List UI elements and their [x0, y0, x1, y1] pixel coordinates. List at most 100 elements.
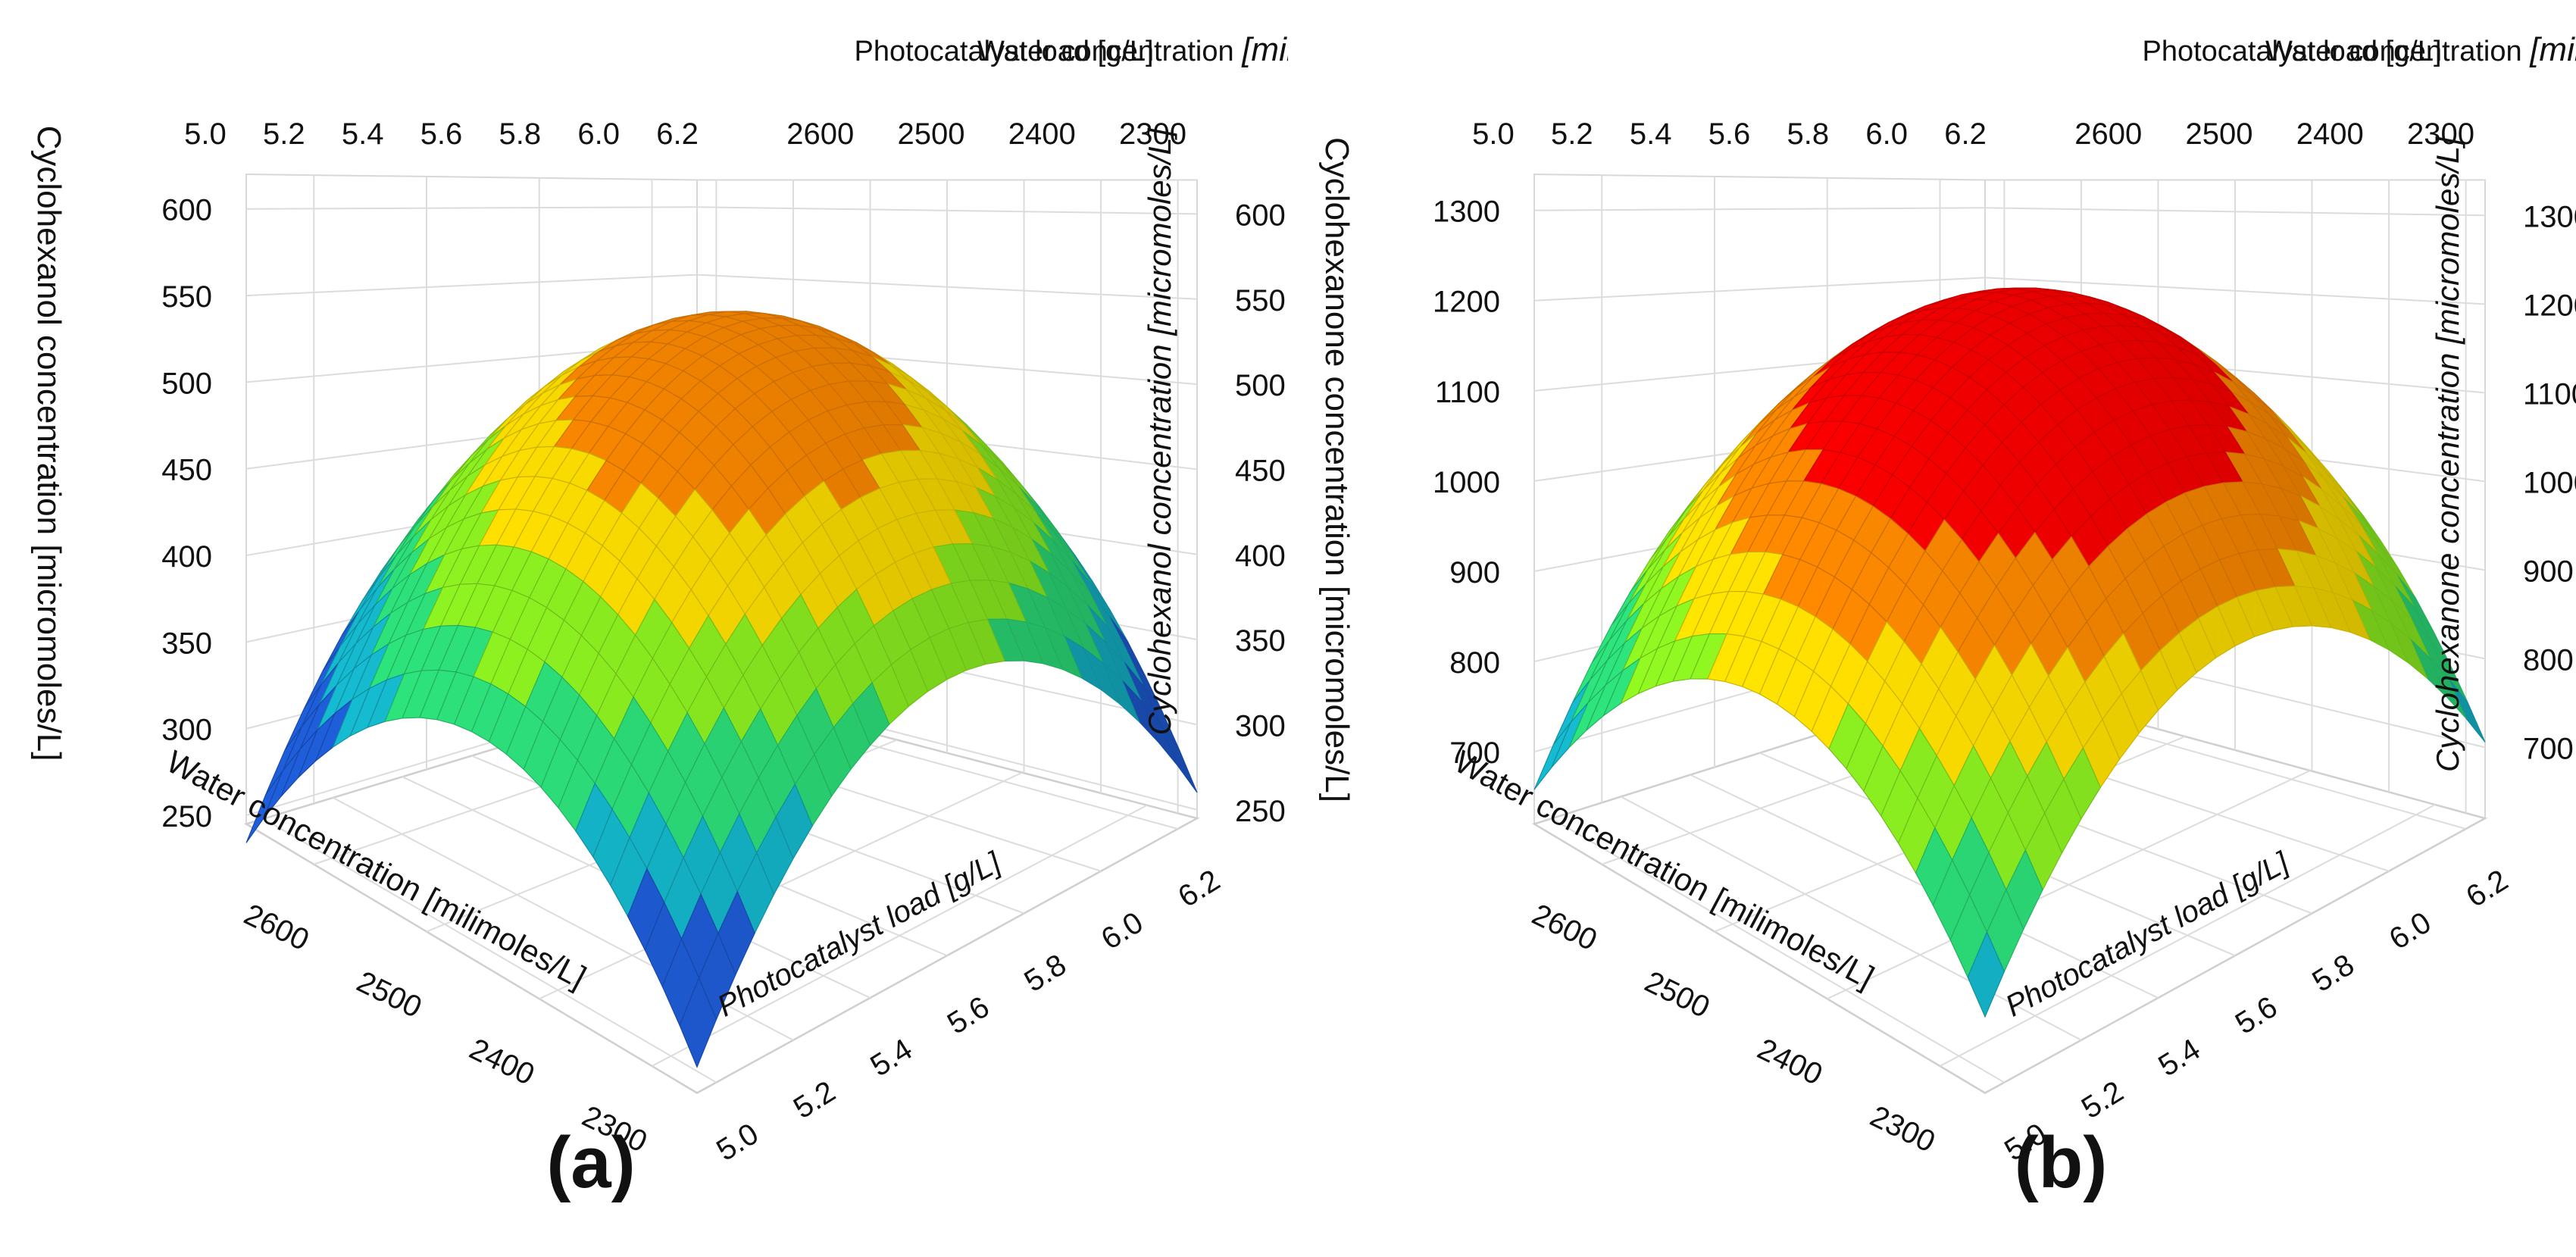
x-tick-label-top: 5.4 — [342, 117, 384, 151]
x-tick-label-bottom: 5.0 — [711, 1117, 764, 1168]
chart-a-svg: 600 600 550 550 500 500 450 450 400 400 350 350 300 3… — [30, 31, 1288, 1168]
y-axis-title-bottom: Water concentration [milimoles/L] — [1449, 743, 1880, 995]
x-tick-label-top: 5.2 — [1551, 117, 1593, 151]
z-tick-label-left: 350 — [161, 627, 212, 660]
x-tick-label-bottom: 5.6 — [942, 990, 995, 1041]
z-tick-label-left: 1200 — [1433, 286, 1500, 319]
z-tick-label-right: 900 — [2523, 555, 2574, 588]
x-tick-label-top: 5.6 — [1708, 117, 1751, 151]
x-tick-label-top: 5.8 — [499, 117, 542, 151]
z-tick-label-right: 600 — [1235, 199, 1286, 232]
x-tick-label-bottom: 5.4 — [864, 1033, 918, 1083]
y-tick-label-bottom: 2400 — [1752, 1032, 1827, 1092]
chart-b-svg: 1300 1300 1200 1200 1100 1100 1000 1000 900 900 80… — [1318, 31, 2576, 1168]
surface-patch — [679, 977, 717, 1068]
z-tick-label-right: 700 — [2523, 732, 2574, 765]
x-axis-title-top: Photocatalyst load [g/L] — [854, 36, 1153, 67]
z-tick-label-left: 500 — [161, 367, 212, 400]
z-tick-label-right: 1200 — [2523, 289, 2576, 322]
z-tick-label-right: 550 — [1235, 284, 1286, 317]
x-grid-line — [263, 818, 717, 1083]
z-tick-label-right: 350 — [1235, 624, 1286, 658]
panel-a-label: (a) — [546, 1122, 636, 1203]
x-tick-label-top: 5.0 — [1472, 117, 1515, 151]
z-tick-label-right: 450 — [1235, 454, 1286, 487]
z-tick-label-left: 1000 — [1433, 466, 1500, 499]
surface-patch — [1533, 721, 1571, 790]
x-axis-title-top: Photocatalyst load [g/L] — [2142, 36, 2441, 67]
x-tick-label-top: 5.6 — [420, 117, 463, 151]
z-grid-line — [1533, 277, 2486, 305]
z-tick-label-left: 700 — [1449, 736, 1500, 770]
x-tick-label-top: 6.0 — [1865, 117, 1908, 151]
x-tick-label-top: 6.2 — [656, 117, 699, 151]
z-tick-label-right: 1100 — [2523, 377, 2576, 411]
y-axis-title-top: Water concentration [milimoles/L] — [2265, 31, 2576, 68]
z-tick-label-left: 300 — [161, 714, 212, 747]
y-tick-label-bottom: 2600 — [1527, 898, 1602, 958]
x-tick-label-bottom: 6.2 — [1172, 864, 1225, 915]
y-grid-line — [539, 771, 1023, 1000]
y-tick-label-top: 2300 — [1119, 117, 1186, 151]
x-tick-label-top: 6.2 — [1944, 117, 1987, 151]
z-tick-label-left: 550 — [161, 280, 212, 314]
x-tick-label-bottom: 6.2 — [2460, 864, 2513, 915]
y-tick-label-top: 2600 — [786, 117, 854, 151]
y-tick-label-top: 2400 — [2296, 117, 2364, 151]
z-tick-label-right: 250 — [1235, 795, 1286, 828]
z-tick-label-left: 600 — [161, 194, 212, 227]
y-axis-title-bottom: Water concentration [milimoles/L] — [161, 743, 592, 995]
z-tick-label-right: 1300 — [2523, 200, 2576, 233]
y-tick-label-top: 2400 — [1008, 117, 1076, 151]
z-axis-title-right: Cyclohexanone concentration [micromoles/… — [2430, 136, 2465, 772]
y-tick-label-top: 2500 — [2186, 117, 2253, 151]
x-tick-label-bottom: 5.6 — [2230, 990, 2283, 1041]
z-tick-label-left: 450 — [161, 454, 212, 487]
x-tick-label-bottom: 5.4 — [2152, 1033, 2206, 1083]
x-tick-label-top: 5.4 — [1630, 117, 1672, 151]
x-tick-label-bottom: 6.0 — [1096, 905, 1149, 956]
surface-patch — [1967, 930, 2005, 1018]
z-tick-label-left: 1100 — [1435, 376, 1500, 409]
z-tick-label-right: 300 — [1235, 709, 1286, 743]
chart-b-root: 1300 1300 1200 1200 1100 1100 1000 1000 900 900 80… — [1433, 117, 2576, 1168]
y-tick-label-top: 2300 — [2407, 117, 2474, 151]
x-tick-label-top: 6.0 — [577, 117, 620, 151]
x-tick-label-bottom: 5.2 — [2076, 1074, 2129, 1125]
panel-b-label: (b) — [2014, 1122, 2108, 1203]
y-grid-line — [1827, 770, 2311, 1000]
chart-b-surface — [1533, 287, 2486, 1018]
y-tick-label-bottom: 2400 — [464, 1032, 539, 1092]
y-tick-label-bottom: 2600 — [239, 898, 314, 958]
y-tick-label-bottom: 2500 — [1640, 965, 1715, 1025]
z-axis-title-right: Cyclohexanol concentration [micromoles/L… — [1142, 127, 1177, 735]
x-tick-label-bottom: 5.8 — [2306, 948, 2359, 999]
y-grid-line — [1940, 804, 2436, 1067]
y-axis-title-top: Water concentration [milimoles/L] — [977, 31, 1288, 68]
x-grid-line — [1551, 818, 2005, 1083]
z-tick-label-right: 800 — [2523, 643, 2574, 677]
z-tick-label-left: 400 — [161, 540, 212, 574]
z-tick-label-left: 800 — [1449, 646, 1500, 680]
z-tick-label-left: 900 — [1449, 556, 1500, 589]
x-tick-label-top: 5.0 — [184, 117, 227, 151]
y-tick-label-bottom: 2300 — [1865, 1099, 1940, 1159]
z-grid-line — [245, 206, 1198, 215]
z-tick-label-right: 1000 — [2523, 466, 2576, 499]
y-tick-label-bottom: 2500 — [352, 965, 427, 1025]
z-axis-title-left: Cyclohexanone concentration [micromoles/… — [1318, 137, 1355, 802]
panel-a-surface-chart: 600 600 550 550 500 500 450 450 400 400 350 350 300 3… — [30, 31, 1288, 1203]
x-tick-label-bottom: 5.2 — [788, 1074, 841, 1125]
z-axis-title-left: Cyclohexanol concentration [micromoles/L… — [30, 126, 67, 761]
z-tick-label-right: 400 — [1235, 539, 1286, 573]
x-grid-line — [1620, 796, 2082, 1041]
y-grid-line — [652, 804, 1148, 1067]
chart-a-root: 600 600 550 550 500 500 450 450 400 400 350 350 300 3… — [161, 117, 1286, 1168]
x-tick-label-top: 5.2 — [263, 117, 305, 151]
x-tick-label-top: 5.8 — [1787, 117, 1830, 151]
chart-a-surface — [245, 311, 1198, 1068]
y-tick-label-top: 2600 — [2074, 117, 2142, 151]
x-tick-label-bottom: 5.8 — [1018, 948, 1071, 999]
z-grid-line — [245, 274, 1198, 300]
z-grid-line — [1533, 207, 2486, 217]
